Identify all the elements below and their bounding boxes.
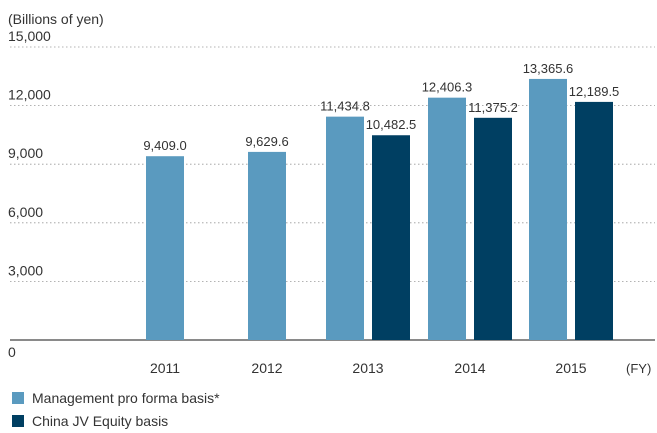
x-tick-label: 2015 (555, 360, 586, 376)
data-label: 11,375.2 (468, 100, 518, 115)
x-tick-label: 2013 (352, 360, 383, 376)
bar-management-2014 (428, 97, 466, 340)
data-label: 11,434.8 (320, 99, 370, 114)
x-tick-label: 2012 (251, 360, 282, 376)
legend-swatch-management-pro-forma (12, 392, 24, 404)
x-tick-labels: 2011 2012 2013 2014 2015 (150, 360, 587, 376)
y-tick-label: 12,000 (8, 87, 51, 103)
bars (146, 78, 613, 340)
legend-label-management-pro-forma: Management pro forma basis* (32, 390, 220, 406)
bar-china-jv-2015 (575, 101, 613, 340)
bar-management-2012 (248, 151, 286, 340)
x-tick-label: 2014 (454, 360, 485, 376)
bar-china-jv-2013 (372, 135, 410, 340)
data-label: 9,629.6 (245, 134, 288, 149)
legend-swatch-china-jv-equity (12, 415, 24, 427)
bar-management-2011 (146, 156, 184, 340)
data-label: 12,406.3 (422, 80, 473, 95)
y-tick-labels: 15,000 12,000 9,000 6,000 3,000 0 (8, 28, 51, 360)
y-tick-label: 15,000 (8, 28, 51, 44)
data-label: 12,189.5 (569, 84, 620, 99)
data-labels: 9,409.0 9,629.6 11,434.8 10,482.5 12,406.3 11… (143, 61, 619, 153)
y-tick-label: 6,000 (8, 204, 43, 220)
y-tick-label: 9,000 (8, 145, 43, 161)
y-tick-label: 0 (8, 344, 16, 360)
y-axis-title: (Billions of yen) (8, 11, 104, 27)
data-label: 13,365.6 (523, 61, 574, 76)
bar-management-2015 (529, 78, 567, 340)
legend-label-china-jv-equity: China JV Equity basis (32, 413, 169, 429)
bar-chart: (Billions of yen) 15,000 12,000 9,000 6,000… (8, 11, 655, 376)
legend-item-china-jv-equity: China JV Equity basis (12, 413, 168, 429)
legend-item-management-pro-forma: Management pro forma basis* (12, 390, 220, 406)
bar-management-2013 (326, 116, 364, 340)
x-tick-label: 2011 (150, 360, 180, 376)
data-label: 9,409.0 (143, 138, 186, 153)
x-axis-title: (FY) (626, 361, 651, 376)
data-label: 10,482.5 (366, 117, 417, 132)
y-tick-label: 3,000 (8, 262, 43, 278)
bar-china-jv-2014 (474, 117, 512, 340)
